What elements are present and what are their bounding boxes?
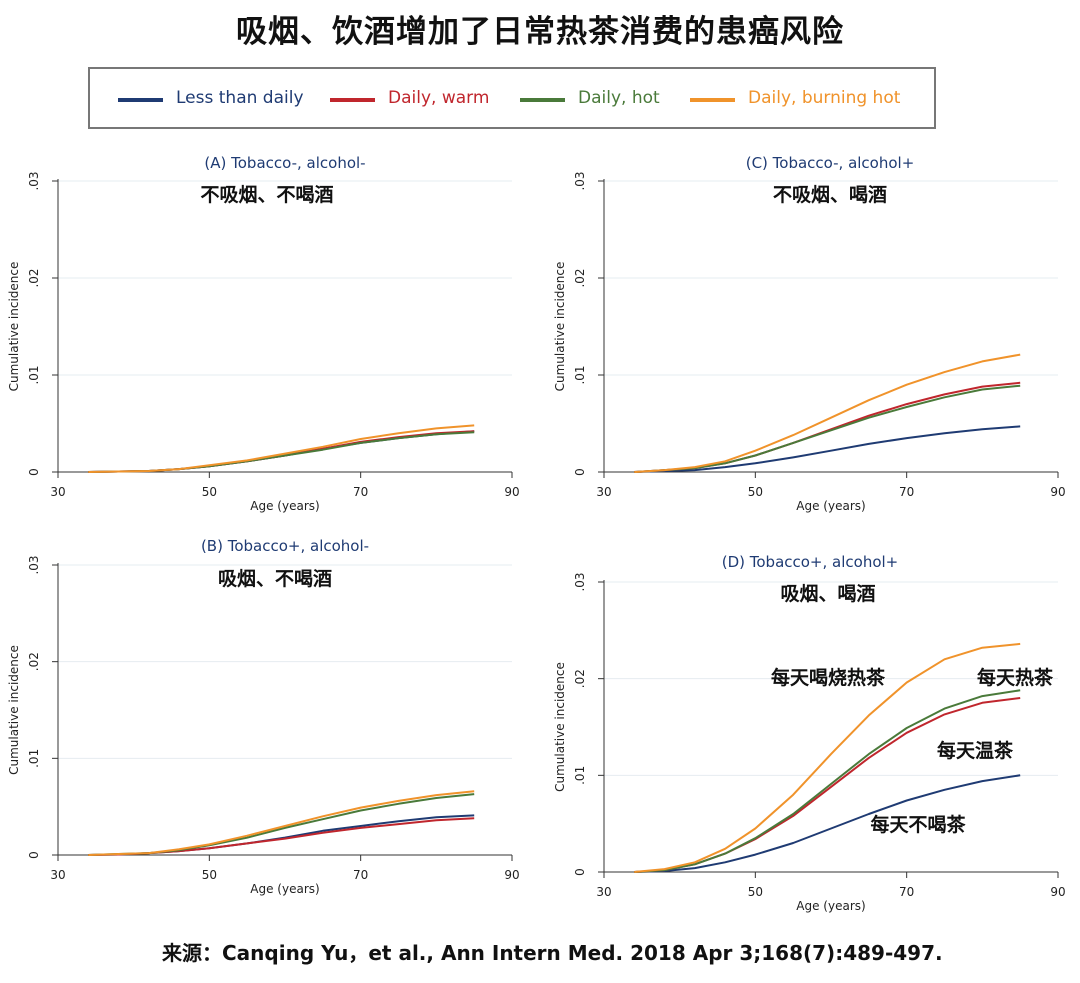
annotation-label: 每天温茶 bbox=[937, 739, 1014, 762]
annotation-label: 每天热茶 bbox=[977, 666, 1054, 689]
x-tick-label: 70 bbox=[899, 885, 914, 899]
x-tick-label: 30 bbox=[50, 485, 65, 499]
series-line-daily-burning-hot bbox=[634, 353, 1021, 473]
main-title: 吸烟、饮酒增加了日常热茶消费的患癌风险 bbox=[236, 14, 844, 50]
series-line-less-than-daily bbox=[634, 774, 1021, 873]
x-tick-label: 70 bbox=[353, 868, 368, 882]
y-tick-label: .03 bbox=[573, 572, 587, 591]
panel-subtitle-cn: 吸烟、喝酒 bbox=[780, 582, 875, 605]
x-tick-label: 90 bbox=[504, 868, 519, 882]
x-tick-label: 90 bbox=[1050, 885, 1065, 899]
panel-title: (D) Tobacco+, alcohol+ bbox=[722, 553, 899, 571]
x-tick-label: 30 bbox=[596, 485, 611, 499]
y-tick-label: .01 bbox=[573, 766, 587, 785]
x-tick-label: 70 bbox=[899, 485, 914, 499]
y-axis-label: Cumulative incidence bbox=[7, 645, 21, 775]
panel-title: (B) Tobacco+, alcohol- bbox=[201, 537, 369, 555]
y-tick-label: .02 bbox=[27, 268, 41, 287]
y-tick-label: 0 bbox=[573, 868, 587, 876]
y-axis-label: Cumulative incidence bbox=[553, 662, 567, 792]
panel-subtitle-cn: 不吸烟、不喝酒 bbox=[200, 183, 333, 206]
legend-label-daily-hot: Daily, hot bbox=[578, 88, 660, 108]
legend-label-daily-burning-hot: Daily, burning hot bbox=[748, 88, 901, 108]
series-line-less-than-daily bbox=[634, 425, 1021, 473]
y-axis-label: Cumulative incidence bbox=[7, 262, 21, 392]
x-axis-label: Age (years) bbox=[250, 499, 319, 513]
legend-swatch-less-than-daily bbox=[118, 98, 163, 102]
y-tick-label: .03 bbox=[573, 171, 587, 190]
panel-subtitle-cn: 不吸烟、喝酒 bbox=[773, 183, 887, 206]
y-tick-label: .02 bbox=[27, 652, 41, 671]
panel-title: (A) Tobacco-, alcohol- bbox=[204, 154, 365, 172]
x-axis-label: Age (years) bbox=[796, 899, 865, 913]
series-line-daily-burning-hot bbox=[634, 642, 1021, 873]
annotation-label: 每天不喝茶 bbox=[870, 813, 966, 836]
x-axis-label: Age (years) bbox=[796, 499, 865, 513]
x-tick-label: 50 bbox=[202, 868, 217, 882]
y-tick-label: .02 bbox=[573, 268, 587, 287]
legend-swatch-daily-hot bbox=[520, 98, 565, 102]
x-tick-label: 50 bbox=[202, 485, 217, 499]
x-axis-label: Age (years) bbox=[250, 882, 319, 896]
series-line-daily-hot bbox=[634, 689, 1021, 873]
y-tick-label: 0 bbox=[27, 468, 41, 476]
annotation-label: 每天喝烧热茶 bbox=[771, 666, 886, 689]
y-tick-label: .02 bbox=[573, 669, 587, 688]
y-tick-label: 0 bbox=[27, 851, 41, 859]
x-tick-label: 50 bbox=[748, 885, 763, 899]
x-tick-label: 90 bbox=[1050, 485, 1065, 499]
source-citation: 来源：Canqing Yu，et al., Ann Intern Med. 20… bbox=[162, 941, 943, 965]
y-tick-label: .01 bbox=[27, 365, 41, 384]
x-tick-label: 30 bbox=[596, 885, 611, 899]
y-tick-label: .03 bbox=[27, 171, 41, 190]
y-tick-label: .01 bbox=[573, 365, 587, 384]
legend-swatch-daily-burning-hot bbox=[690, 98, 735, 102]
series-line-daily-burning-hot bbox=[88, 790, 475, 856]
x-tick-label: 50 bbox=[748, 485, 763, 499]
y-tick-label: .01 bbox=[27, 749, 41, 768]
legend-label-less-than-daily: Less than daily bbox=[176, 88, 304, 108]
y-tick-label: .03 bbox=[27, 555, 41, 574]
y-tick-label: 0 bbox=[573, 468, 587, 476]
panel-title: (C) Tobacco-, alcohol+ bbox=[746, 154, 915, 172]
legend: Less than daily Daily, warm Daily, hot D… bbox=[88, 67, 936, 129]
x-tick-label: 90 bbox=[504, 485, 519, 499]
panel-subtitle-cn: 吸烟、不喝酒 bbox=[218, 567, 332, 590]
x-tick-label: 70 bbox=[353, 485, 368, 499]
legend-label-daily-warm: Daily, warm bbox=[388, 88, 490, 108]
series-line-daily-burning-hot bbox=[88, 424, 475, 473]
legend-swatch-daily-warm bbox=[330, 98, 375, 102]
y-axis-label: Cumulative incidence bbox=[553, 262, 567, 392]
x-tick-label: 30 bbox=[50, 868, 65, 882]
